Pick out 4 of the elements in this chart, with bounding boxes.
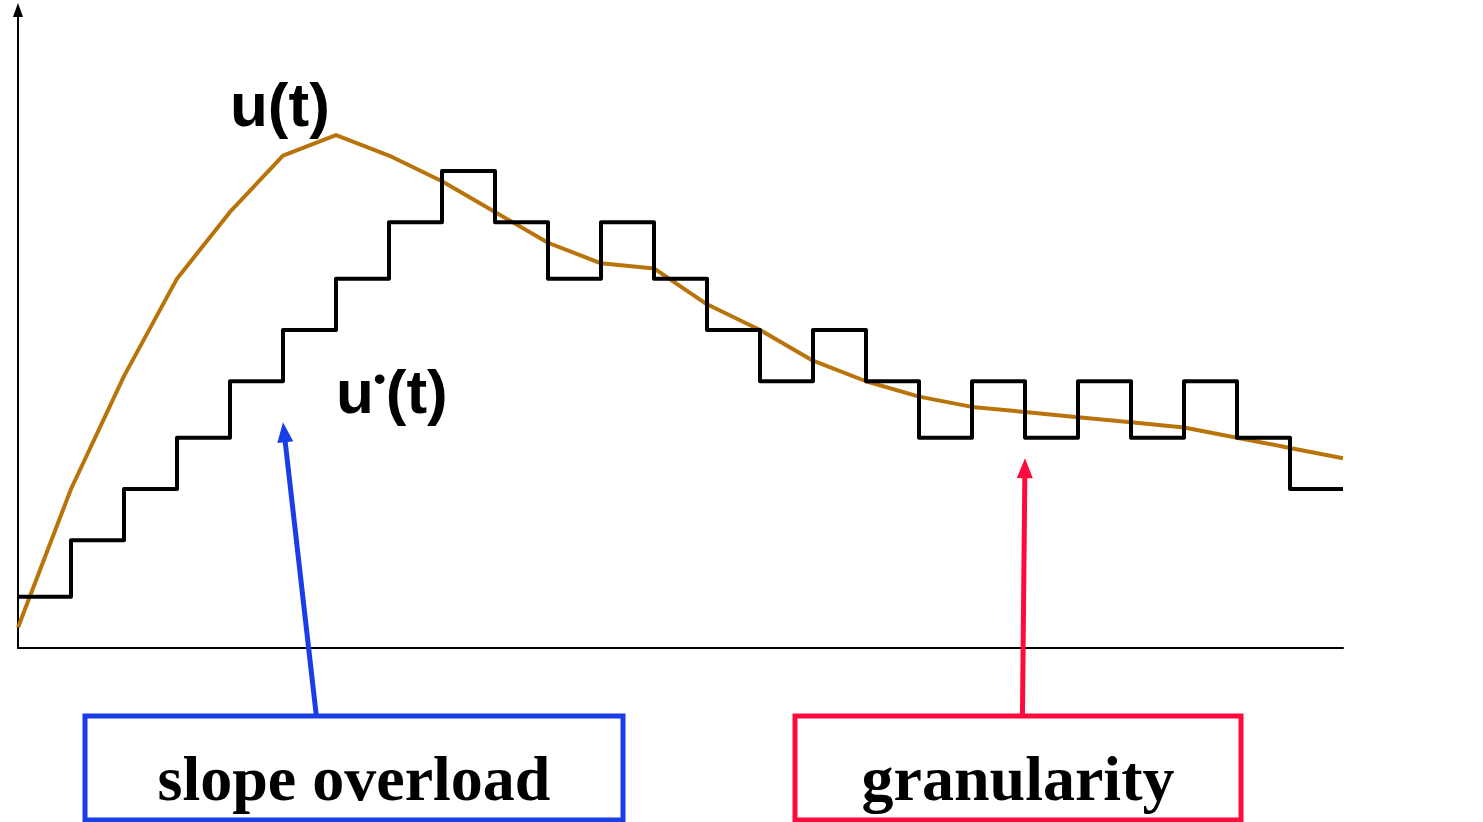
- series-label: u•(t): [336, 357, 448, 427]
- text: slope overload: [157, 742, 551, 814]
- text: granularity: [861, 742, 1175, 814]
- series-label: u(t): [230, 69, 330, 139]
